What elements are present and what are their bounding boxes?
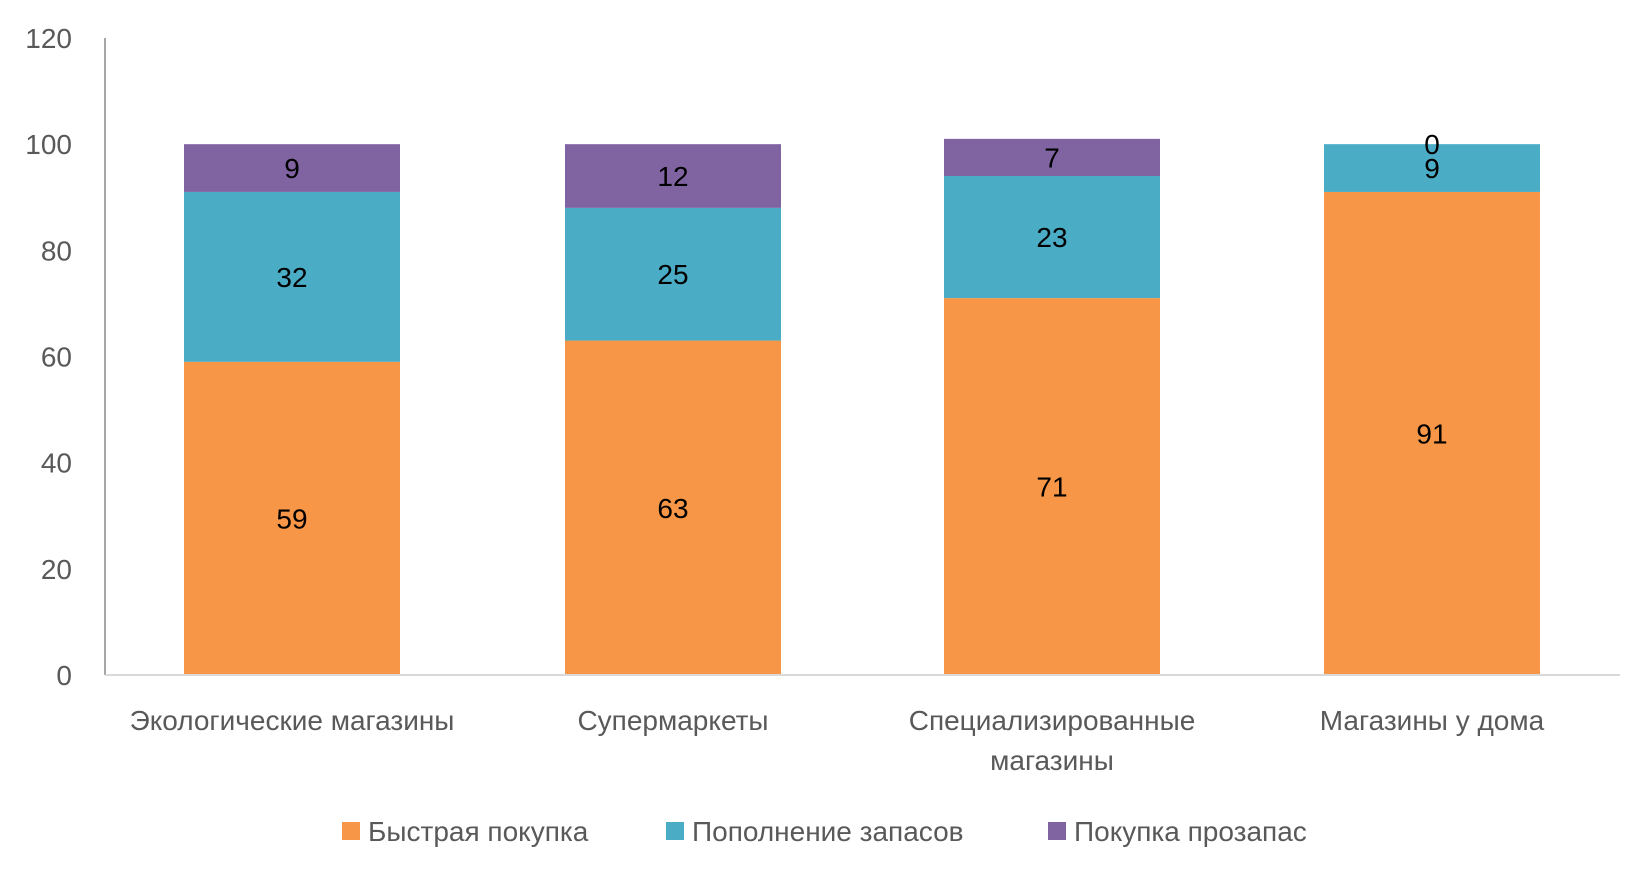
legend-swatch [666, 822, 684, 840]
x-category-label: магазины [990, 745, 1114, 776]
bar-segment [565, 207, 781, 341]
y-tick-label: 80 [41, 235, 72, 266]
legend-swatch [1048, 822, 1066, 840]
x-category-labels: Экологические магазины Супермаркеты Специа… [130, 705, 1545, 776]
data-label: 91 [1416, 418, 1447, 449]
bar-segment [944, 298, 1160, 675]
data-label: 25 [657, 259, 688, 290]
y-tick-labels: 0 20 40 60 80 100 120 [25, 23, 72, 691]
data-label: 59 [276, 503, 307, 534]
legend-label: Пополнение запасов [692, 816, 964, 847]
data-label: 12 [657, 161, 688, 192]
data-label: 9 [1424, 153, 1440, 184]
data-label: 9 [284, 153, 300, 184]
bar-segment [184, 191, 400, 362]
legend: Быстрая покупка Пополнение запасов Покупка… [342, 816, 1307, 847]
data-label: 63 [657, 493, 688, 524]
y-tick-label: 100 [25, 129, 72, 160]
x-category-label: Специализированные [909, 705, 1196, 736]
y-tick-label: 0 [56, 660, 72, 691]
bar-segment [1324, 191, 1540, 676]
legend-label: Быстрая покупка [368, 816, 589, 847]
x-category-label: Супермаркеты [577, 705, 768, 736]
bar-segment [184, 361, 400, 675]
data-label: 7 [1044, 142, 1060, 173]
bars-layer [184, 138, 1540, 676]
y-tick-label: 60 [41, 342, 72, 373]
data-label: 23 [1036, 222, 1067, 253]
bar-segment [184, 144, 400, 192]
bar-segment [565, 144, 781, 208]
bar-segment [1324, 144, 1540, 192]
bar-segment [944, 176, 1160, 299]
data-label: 71 [1036, 472, 1067, 503]
bar-segment [565, 340, 781, 675]
legend-label: Покупка прозапас [1074, 816, 1307, 847]
x-category-label: Экологические магазины [130, 705, 455, 736]
bar-segment [944, 138, 1160, 177]
data-label: 0 [1424, 129, 1440, 160]
data-label: 32 [276, 262, 307, 293]
legend-swatch [342, 822, 360, 840]
x-category-label: Магазины у дома [1320, 705, 1545, 736]
y-tick-label: 120 [25, 23, 72, 54]
y-tick-label: 40 [41, 448, 72, 479]
y-tick-label: 20 [41, 554, 72, 585]
